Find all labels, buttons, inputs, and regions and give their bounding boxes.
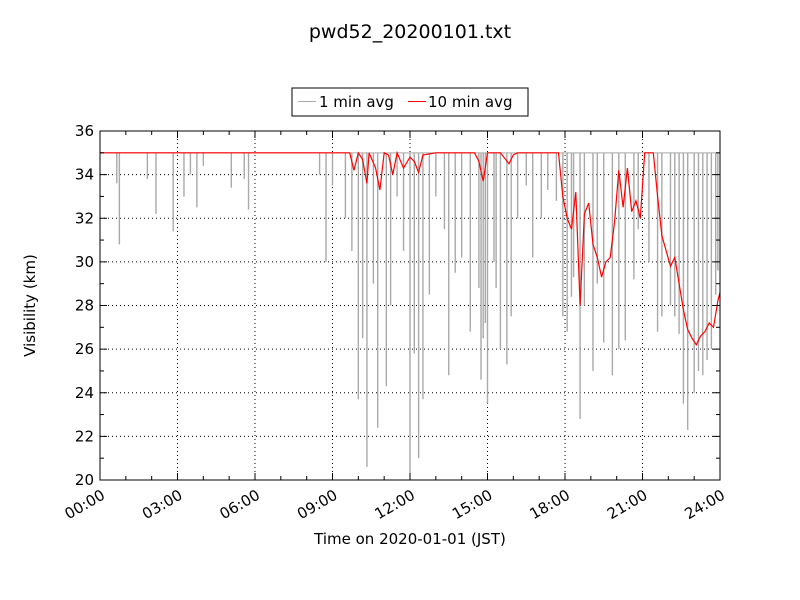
y-tick-labels: 20 22 24 26 28 30 32 34 36: [75, 122, 94, 489]
y-tick-label: 20: [75, 471, 94, 489]
major-ticks: [99, 130, 721, 481]
y-grid-lines: [100, 174, 720, 437]
y-axis-label: Visibility (km): [21, 254, 39, 357]
x-tick-label: 06:00: [217, 486, 263, 523]
x-tick-label: 24:00: [682, 486, 728, 523]
chart-title: pwd52_20200101.txt: [309, 21, 511, 43]
y-tick-label: 26: [75, 340, 94, 358]
x-tick-label: 21:00: [604, 486, 650, 523]
x-tick-label: 15:00: [449, 486, 495, 523]
y-tick-label: 24: [75, 384, 94, 402]
legend-label-10-min-avg: 10 min avg: [428, 93, 513, 111]
y-tick-label: 22: [75, 427, 94, 445]
y-tick-label: 28: [75, 297, 94, 315]
x-tick-label: 00:00: [62, 486, 108, 523]
legend-label-1-min-avg: 1 min avg: [319, 93, 394, 111]
x-tick-label: 18:00: [527, 486, 573, 523]
x-tick-label: 12:00: [372, 486, 418, 523]
x-tick-label: 03:00: [139, 486, 185, 523]
x-tick-label: 09:00: [294, 486, 340, 523]
ten-min-avg-line: [100, 150, 721, 347]
legend: 1 min avg 10 min avg: [291, 87, 529, 117]
y-tick-label: 34: [75, 166, 94, 184]
y-tick-label: 36: [75, 122, 94, 140]
y-tick-label: 32: [75, 209, 94, 227]
x-tick-labels: 00:00 03:00 06:00 09:00 12:00 15:00 18:00 21:00…: [62, 486, 728, 523]
one-min-avg-dips: [116, 152, 719, 474]
x-axis-label: Time on 2020-01-01 (JST): [313, 530, 506, 548]
minor-ticks: [100, 131, 720, 480]
y-tick-label: 30: [75, 253, 94, 271]
